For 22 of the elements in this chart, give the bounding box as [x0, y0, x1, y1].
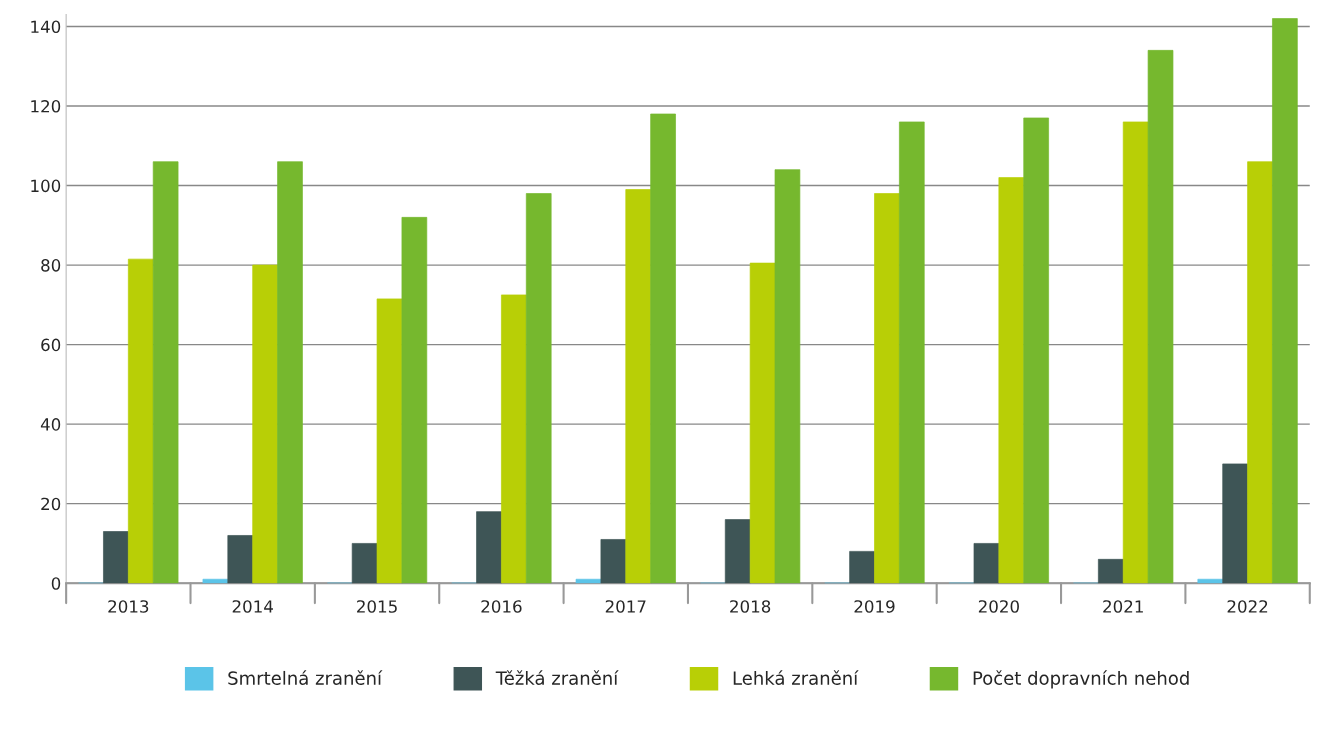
x-tick-label: 2022: [1227, 600, 1268, 613]
x-tick-label: 2015: [357, 600, 397, 613]
x-tick-label: 2013: [108, 600, 149, 613]
x-tick-label: 2018: [730, 600, 771, 613]
y-tick-label: 140: [31, 20, 61, 34]
y-tick-label: 20: [41, 497, 61, 511]
x-tick-label: 2017: [605, 600, 646, 613]
legend-label: Počet dopravních nehod: [973, 670, 1189, 689]
y-tick-label: 80: [41, 259, 61, 272]
x-tick-label: 2020: [978, 600, 1019, 613]
y-tick-label: 40: [40, 418, 61, 431]
legend-label: Těžká zranění: [495, 670, 619, 685]
x-tick-label: 2016: [481, 600, 522, 613]
y-tick-label: 60: [41, 338, 61, 352]
legend-label: Lehká zranění: [733, 670, 859, 685]
x-tick-label: 2019: [854, 600, 895, 613]
legend-label: Smrtelná zranění: [228, 670, 383, 685]
y-tick-label: 120: [31, 100, 61, 113]
x-tick-label: 2014: [232, 600, 273, 613]
y-tick-label: 0: [51, 577, 61, 590]
x-tick-label: 2021: [1103, 600, 1143, 613]
y-tick-label: 100: [31, 179, 61, 193]
